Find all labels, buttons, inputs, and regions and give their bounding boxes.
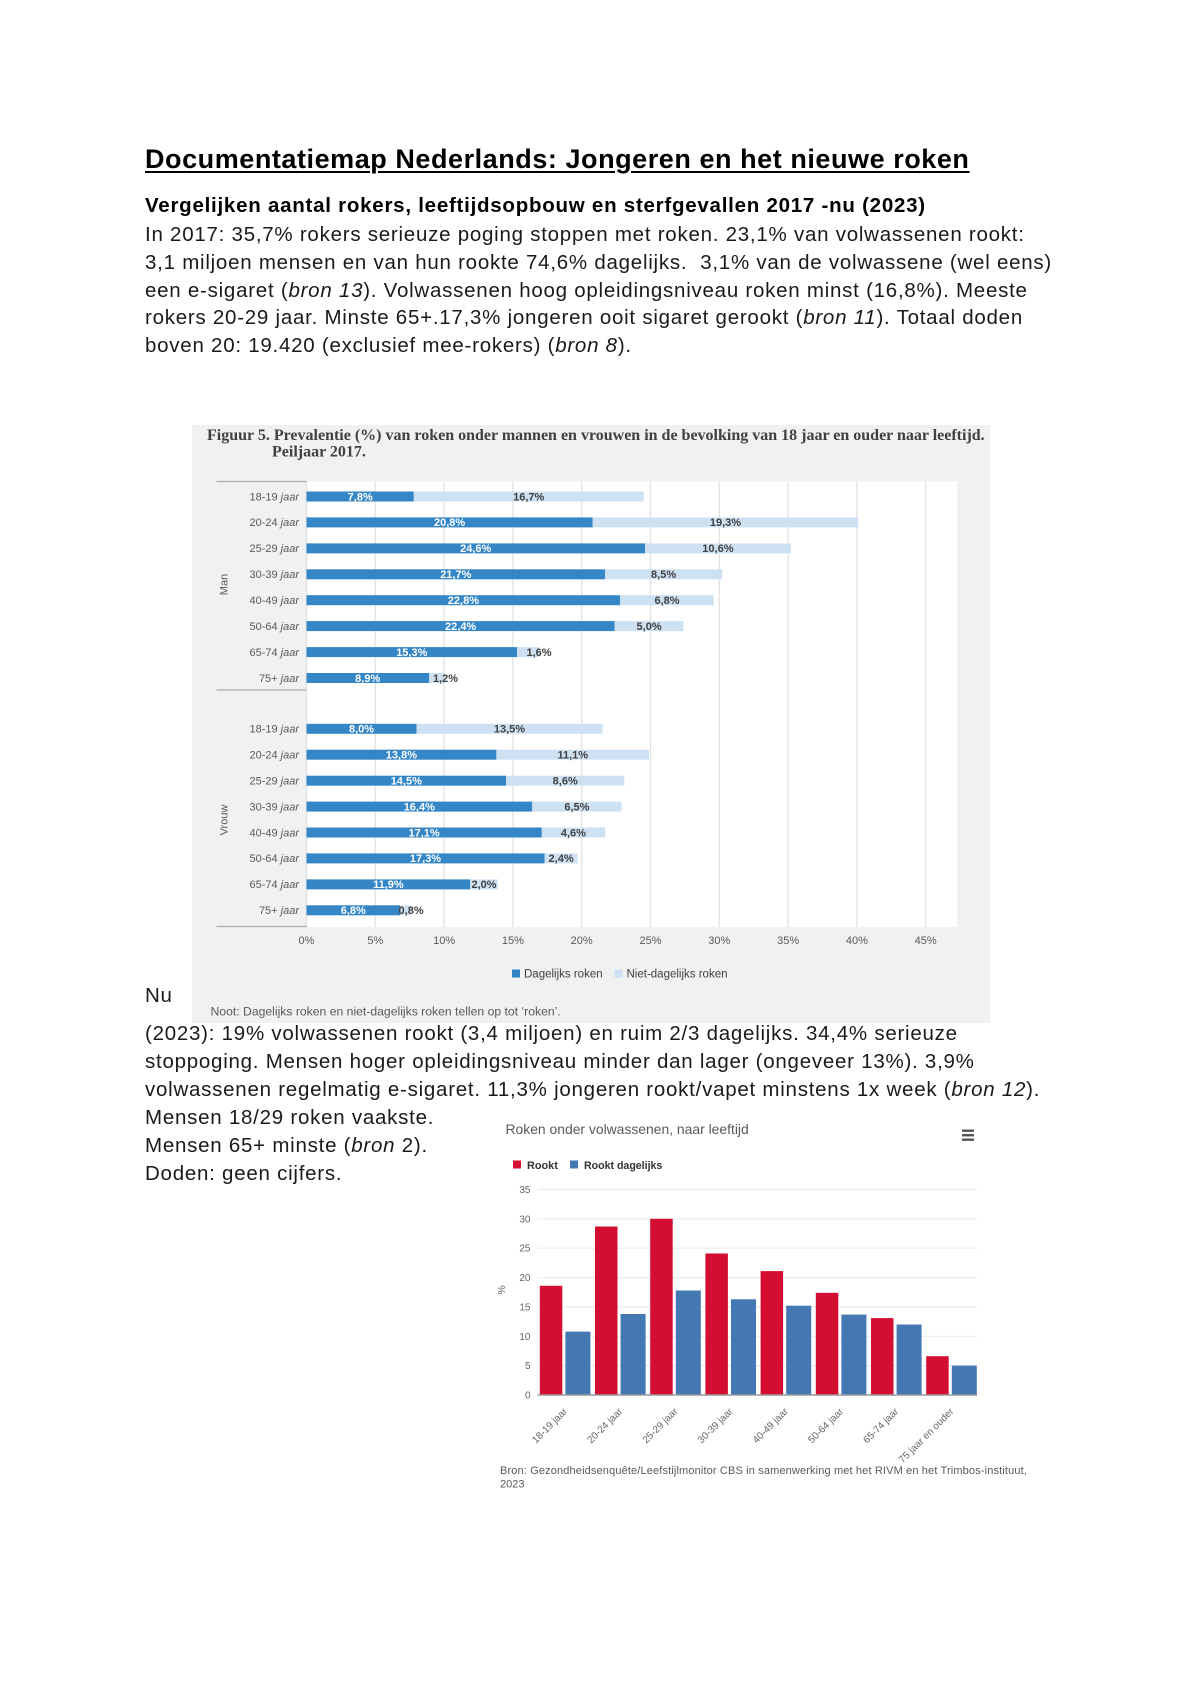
svg-text:40-49 jaar: 40-49 jaar: [249, 595, 300, 607]
svg-text:35%: 35%: [777, 935, 799, 947]
svg-text:45%: 45%: [915, 935, 937, 947]
svg-text:8,9%: 8,9%: [355, 673, 380, 685]
svg-text:Rookt dagelijks: Rookt dagelijks: [584, 1160, 662, 1172]
svg-text:75+ jaar: 75+ jaar: [259, 673, 300, 685]
svg-text:17,1%: 17,1%: [408, 827, 439, 839]
svg-text:Peiljaar 2017.: Peiljaar 2017.: [272, 444, 366, 461]
svg-text:10,6%: 10,6%: [702, 543, 733, 555]
svg-text:8,6%: 8,6%: [553, 776, 578, 788]
svg-text:2,0%: 2,0%: [471, 879, 496, 891]
svg-text:10: 10: [519, 1332, 531, 1343]
svg-text:18-19 jaar: 18-19 jaar: [249, 491, 300, 503]
svg-text:65-74 jaar: 65-74 jaar: [249, 879, 300, 891]
svg-text:Figuur 5. Prevalentie (%) van: Figuur 5. Prevalentie (%) van roken onde…: [207, 427, 985, 444]
svg-text:30-39 jaar: 30-39 jaar: [249, 569, 300, 581]
svg-text:%: %: [496, 1285, 508, 1294]
svg-text:22,4%: 22,4%: [445, 621, 476, 633]
svg-text:6,5%: 6,5%: [564, 801, 589, 813]
svg-text:Niet-dagelijks roken: Niet-dagelijks roken: [627, 969, 728, 981]
svg-text:30: 30: [519, 1214, 531, 1225]
svg-text:17,3%: 17,3%: [410, 853, 441, 865]
svg-text:11,9%: 11,9%: [373, 879, 404, 891]
svg-text:Dagelijks roken: Dagelijks roken: [524, 969, 603, 981]
svg-text:14,5%: 14,5%: [391, 776, 422, 788]
svg-text:0,8%: 0,8%: [399, 905, 424, 917]
svg-text:40%: 40%: [846, 935, 868, 947]
svg-text:5,0%: 5,0%: [637, 621, 662, 633]
svg-text:16,4%: 16,4%: [404, 801, 435, 813]
svg-text:19,3%: 19,3%: [710, 517, 741, 529]
svg-text:5%: 5%: [367, 935, 383, 947]
svg-text:30-39 jaar: 30-39 jaar: [249, 801, 300, 813]
svg-text:75+ jaar: 75+ jaar: [259, 905, 300, 917]
svg-text:25-29 jaar: 25-29 jaar: [249, 543, 300, 555]
svg-text:Rookt: Rookt: [527, 1160, 558, 1172]
svg-text:0: 0: [525, 1391, 531, 1402]
svg-text:Bron: Gezondheidsenquête/Leefs: Bron: Gezondheidsenquête/Leefstijlmonito…: [500, 1465, 1027, 1477]
svg-text:21,7%: 21,7%: [440, 569, 471, 581]
svg-text:0%: 0%: [299, 935, 315, 947]
svg-text:65-74 jaar: 65-74 jaar: [249, 647, 300, 659]
svg-text:8,5%: 8,5%: [651, 569, 676, 581]
svg-text:30%: 30%: [708, 935, 730, 947]
svg-text:16,7%: 16,7%: [513, 491, 544, 503]
svg-text:20%: 20%: [571, 935, 593, 947]
svg-text:25-29 jaar: 25-29 jaar: [249, 776, 300, 788]
svg-text:5: 5: [525, 1361, 531, 1372]
svg-text:2023: 2023: [500, 1479, 524, 1491]
svg-text:6,8%: 6,8%: [654, 595, 679, 607]
svg-text:Noot: Dagelijks roken en niet-: Noot: Dagelijks roken en niet-dagelijks …: [211, 1005, 561, 1019]
svg-text:20-24 jaar: 20-24 jaar: [249, 517, 300, 529]
svg-text:Man: Man: [219, 574, 231, 595]
svg-text:50-64 jaar: 50-64 jaar: [249, 621, 300, 633]
svg-text:Vrouw: Vrouw: [219, 805, 231, 836]
svg-text:20: 20: [519, 1273, 531, 1284]
svg-text:20,8%: 20,8%: [434, 517, 465, 529]
svg-text:24,6%: 24,6%: [460, 543, 491, 555]
svg-text:7,8%: 7,8%: [348, 491, 373, 503]
svg-text:10%: 10%: [433, 935, 455, 947]
svg-text:15,3%: 15,3%: [396, 647, 427, 659]
svg-text:35: 35: [519, 1185, 531, 1196]
svg-text:18-19 jaar: 18-19 jaar: [249, 724, 300, 736]
svg-text:20-24 jaar: 20-24 jaar: [249, 750, 300, 762]
svg-text:1,2%: 1,2%: [433, 673, 458, 685]
svg-text:13,5%: 13,5%: [494, 724, 525, 736]
svg-text:25: 25: [519, 1244, 531, 1255]
svg-text:11,1%: 11,1%: [558, 750, 589, 762]
svg-text:22,8%: 22,8%: [448, 595, 479, 607]
svg-text:6,8%: 6,8%: [341, 905, 366, 917]
svg-text:15%: 15%: [502, 935, 524, 947]
svg-text:Roken onder volwassenen, naar: Roken onder volwassenen, naar leeftijd: [506, 1121, 749, 1137]
svg-text:1,6%: 1,6%: [526, 647, 551, 659]
svg-text:40-49 jaar: 40-49 jaar: [249, 827, 300, 839]
svg-text:50-64 jaar: 50-64 jaar: [249, 853, 300, 865]
svg-text:4,6%: 4,6%: [561, 827, 586, 839]
svg-text:8,0%: 8,0%: [349, 724, 374, 736]
svg-text:15: 15: [519, 1302, 531, 1313]
svg-text:25%: 25%: [639, 935, 661, 947]
svg-text:2,4%: 2,4%: [549, 853, 574, 865]
svg-text:13,8%: 13,8%: [386, 750, 417, 762]
